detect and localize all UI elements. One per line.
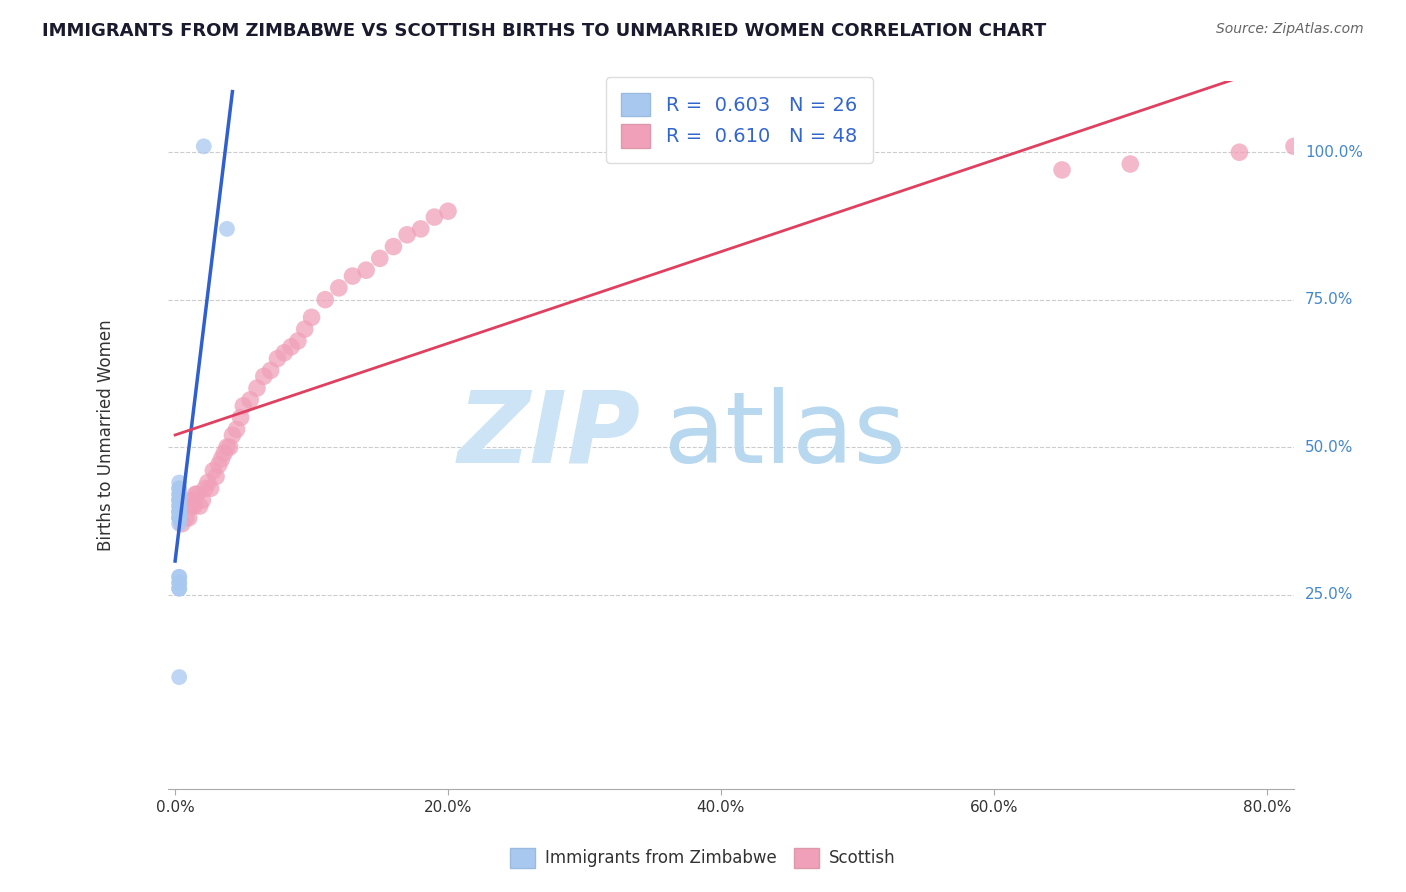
- Point: [167, 670, 190, 684]
- Point: [273, 345, 295, 359]
- Point: [167, 511, 190, 525]
- Point: [167, 482, 190, 496]
- Point: [202, 464, 225, 478]
- Point: [314, 293, 336, 307]
- Point: [167, 482, 190, 496]
- Point: [368, 252, 391, 266]
- Point: [253, 369, 276, 384]
- Point: [180, 499, 202, 513]
- Point: [1229, 145, 1251, 160]
- Text: ZIP: ZIP: [458, 387, 641, 483]
- Point: [1282, 139, 1305, 153]
- Point: [167, 505, 190, 519]
- Point: [266, 351, 288, 366]
- Point: [197, 475, 219, 490]
- Point: [259, 363, 281, 377]
- Point: [328, 281, 350, 295]
- Point: [167, 575, 190, 590]
- Text: IMMIGRANTS FROM ZIMBABWE VS SCOTTISH BIRTHS TO UNMARRIED WOMEN CORRELATION CHART: IMMIGRANTS FROM ZIMBABWE VS SCOTTISH BIR…: [42, 22, 1046, 40]
- Point: [246, 381, 269, 395]
- Point: [186, 487, 208, 501]
- Point: [212, 446, 235, 460]
- Point: [167, 505, 190, 519]
- Point: [167, 475, 190, 490]
- Point: [215, 440, 238, 454]
- Point: [174, 511, 197, 525]
- Text: Source: ZipAtlas.com: Source: ZipAtlas.com: [1216, 22, 1364, 37]
- Point: [437, 204, 460, 219]
- Point: [354, 263, 377, 277]
- Point: [225, 422, 247, 436]
- Point: [232, 399, 254, 413]
- Point: [167, 493, 190, 508]
- Point: [188, 499, 211, 513]
- Point: [409, 222, 432, 236]
- Point: [191, 493, 214, 508]
- Point: [1050, 162, 1073, 177]
- Point: [167, 499, 190, 513]
- Point: [200, 482, 222, 496]
- Point: [221, 428, 243, 442]
- Point: [396, 227, 419, 242]
- Point: [167, 511, 190, 525]
- Point: [342, 268, 364, 283]
- Point: [184, 487, 207, 501]
- Point: [167, 493, 190, 508]
- Point: [167, 582, 190, 596]
- Point: [287, 334, 309, 348]
- Point: [218, 440, 240, 454]
- Point: [423, 210, 446, 224]
- Point: [183, 499, 205, 513]
- Point: [167, 487, 190, 501]
- Point: [208, 458, 231, 472]
- Point: [167, 493, 190, 508]
- Point: [239, 392, 262, 407]
- Point: [177, 511, 200, 525]
- Point: [167, 575, 190, 590]
- Point: [301, 310, 323, 325]
- Point: [167, 570, 190, 584]
- Point: [280, 340, 302, 354]
- Text: 25.0%: 25.0%: [1305, 587, 1354, 602]
- Text: atlas: atlas: [664, 387, 905, 483]
- Point: [181, 493, 204, 508]
- Point: [215, 222, 238, 236]
- Point: [211, 451, 233, 466]
- Text: 100.0%: 100.0%: [1305, 145, 1364, 160]
- Point: [167, 570, 190, 584]
- Text: 50.0%: 50.0%: [1305, 440, 1354, 455]
- Point: [170, 516, 193, 531]
- Point: [167, 487, 190, 501]
- Text: Births to Unmarried Women: Births to Unmarried Women: [97, 319, 115, 551]
- Text: 75.0%: 75.0%: [1305, 293, 1354, 307]
- Point: [193, 139, 215, 153]
- Legend: R =  0.603   N = 26, R =  0.610   N = 48: R = 0.603 N = 26, R = 0.610 N = 48: [606, 77, 873, 163]
- Point: [167, 582, 190, 596]
- Legend: Immigrants from Zimbabwe, Scottish: Immigrants from Zimbabwe, Scottish: [503, 841, 903, 875]
- Point: [229, 410, 252, 425]
- Point: [167, 516, 190, 531]
- Point: [294, 322, 316, 336]
- Point: [1119, 157, 1142, 171]
- Point: [194, 482, 217, 496]
- Point: [167, 499, 190, 513]
- Point: [167, 511, 190, 525]
- Point: [382, 239, 405, 253]
- Point: [167, 505, 190, 519]
- Point: [205, 469, 228, 483]
